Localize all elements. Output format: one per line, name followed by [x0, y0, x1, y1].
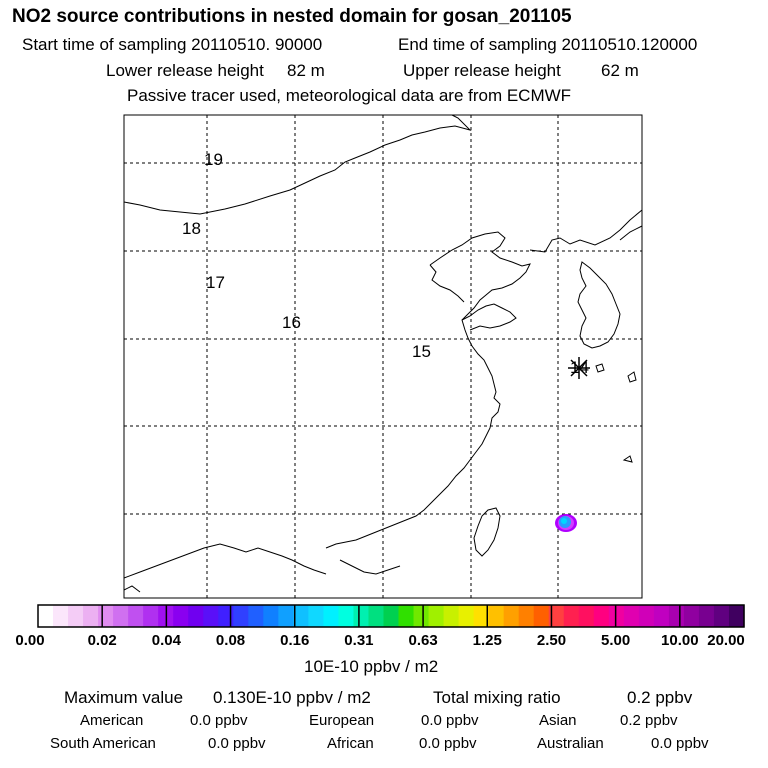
colorbar-cell — [428, 605, 445, 627]
colorbar-cell — [383, 605, 400, 627]
colorbar-cell — [308, 605, 325, 627]
region-african-name: African — [327, 735, 374, 752]
upper-release-value: 62 m — [601, 61, 639, 80]
colorbar-cell — [323, 605, 340, 627]
colorbar-tick-label: 0.00 — [15, 632, 45, 649]
concentration-plume — [555, 514, 577, 532]
traj-label-19: 19 — [204, 150, 223, 169]
region-american-value: 0.0 ppbv — [190, 712, 248, 729]
receptor-star-icon — [568, 357, 590, 379]
colorbar-cell — [713, 605, 730, 627]
colorbar-cell — [728, 605, 745, 627]
lower-release-value: 82 m — [287, 61, 325, 80]
coastlines — [123, 114, 643, 593]
colorbar-cell — [668, 605, 685, 627]
traj-label-15: 15 — [412, 342, 431, 361]
total-mixing-label: Total mixing ratio — [433, 688, 561, 707]
colorbar-tick-label: 1.25 — [472, 632, 502, 649]
colorbar-cell — [623, 605, 640, 627]
colorbar-cell — [638, 605, 655, 627]
region-american-name: American — [80, 712, 144, 729]
colorbar-tick-label: 5.00 — [601, 632, 631, 649]
colorbar-cell — [488, 605, 505, 627]
colorbar-cell — [698, 605, 715, 627]
region-european-name: European — [309, 712, 375, 729]
colorbar-cell — [593, 605, 610, 627]
traj-label-16: 16 — [282, 313, 301, 332]
colorbar-cell — [398, 605, 415, 627]
colorbar-cell — [98, 605, 114, 627]
colorbar-cell — [683, 605, 700, 627]
traj-label-17: 17 — [206, 273, 225, 292]
colorbar-tick-label: 2.50 — [536, 632, 567, 649]
lat-lon-grid — [124, 115, 642, 598]
colorbar-cell — [518, 605, 535, 627]
colorbar-cell — [548, 605, 565, 627]
colorbar-tick-label: 0.31 — [344, 632, 374, 649]
max-value-label: Maximum value — [64, 688, 184, 707]
region-asian-name: Asian — [539, 712, 577, 729]
region-australian-name: Australian — [537, 735, 604, 752]
upper-release-label: Upper release height — [403, 61, 561, 80]
region-south-american-value: 0.0 ppbv — [208, 735, 266, 752]
colorbar-cell — [413, 605, 430, 627]
colorbar-cell — [203, 605, 219, 627]
colorbar-cell — [68, 605, 84, 627]
colorbar-tick-label: 0.63 — [408, 632, 438, 649]
colorbar-cell — [263, 605, 279, 627]
start-time-label: Start time of sampling 20110510. 90000 — [22, 35, 323, 54]
region-african-value: 0.0 ppbv — [419, 735, 477, 752]
colorbar-tick-label: 10.00 — [661, 632, 699, 649]
region-european-value: 0.0 ppbv — [421, 712, 479, 729]
lower-release-label: Lower release height — [106, 61, 264, 80]
total-mixing-value: 0.2 ppbv — [627, 688, 693, 707]
colorbar-cell — [653, 605, 670, 627]
colorbar-cell — [83, 605, 99, 627]
region-south-american-name: South American — [50, 735, 156, 752]
colorbar-units: 10E-10 ppbv / m2 — [304, 657, 439, 676]
colorbar-cell — [248, 605, 264, 627]
page-title: NO2 source contributions in nested domai… — [12, 6, 572, 27]
max-value: 0.130E-10 ppbv / m2 — [213, 688, 371, 707]
colorbar-cell — [128, 605, 144, 627]
colorbar-cell — [473, 605, 490, 627]
colorbar-cell — [293, 605, 309, 627]
colorbar-cell — [443, 605, 460, 627]
colorbar-cell — [338, 605, 355, 627]
colorbar-cell — [233, 605, 249, 627]
colorbar-cell — [38, 605, 54, 627]
traj-label-18: 18 — [182, 219, 201, 238]
colorbar-cell — [563, 605, 580, 627]
colorbar-tick-label: 0.16 — [280, 632, 310, 649]
colorbar-tick-label: 0.02 — [87, 632, 117, 649]
colorbar-tick-label: 20.00 — [707, 632, 745, 649]
colorbar-cell — [608, 605, 625, 627]
colorbar-tick-label: 0.08 — [215, 632, 246, 649]
colorbar-cell — [173, 605, 189, 627]
colorbar-major-ticks — [101, 605, 681, 627]
colorbar-cell — [353, 605, 370, 627]
colorbar-cell — [458, 605, 475, 627]
colorbar-cells — [38, 605, 745, 627]
colorbar-cell — [188, 605, 204, 627]
colorbar-cell — [53, 605, 69, 627]
colorbar-cell — [143, 605, 159, 627]
tracer-note: Passive tracer used, meteorological data… — [127, 86, 572, 105]
colorbar-cell — [503, 605, 520, 627]
colorbar-frame — [37, 604, 745, 628]
colorbar-cell — [113, 605, 129, 627]
colorbar-cell — [533, 605, 550, 627]
colorbar-cell — [578, 605, 595, 627]
region-australian-value: 0.0 ppbv — [651, 735, 709, 752]
colorbar-cell — [218, 605, 234, 627]
end-time-label: End time of sampling 20110510.120000 — [398, 35, 698, 54]
colorbar-cell — [368, 605, 385, 627]
colorbar-tick-label: 0.04 — [151, 632, 181, 649]
region-asian-value: 0.2 ppbv — [620, 712, 678, 729]
colorbar-cell — [278, 605, 294, 627]
